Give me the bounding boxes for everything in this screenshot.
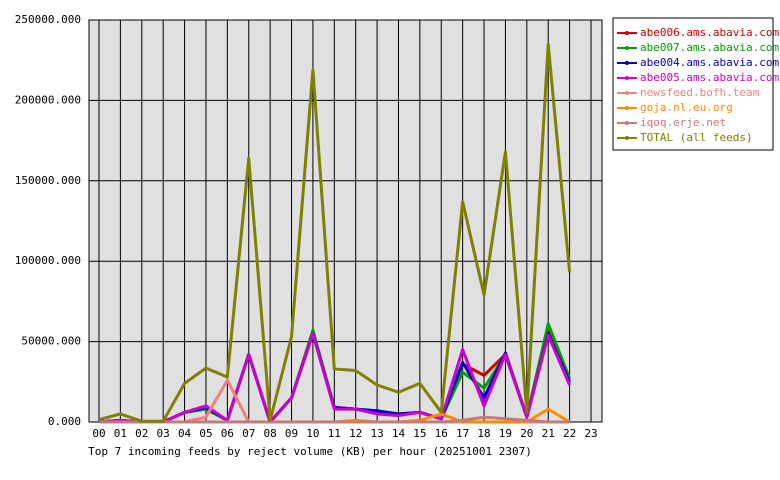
plot-area — [89, 20, 602, 422]
x-tick-label: 12 — [349, 427, 362, 440]
y-tick-label: 50000.000 — [21, 335, 81, 348]
series-line — [98, 42, 572, 423]
legend-label: abe007.ams.abavia.com — [640, 41, 779, 54]
x-tick-label: 07 — [242, 427, 255, 440]
legend-marker — [625, 31, 629, 35]
x-tick-label: 14 — [392, 427, 406, 440]
series-line — [99, 415, 570, 424]
legend-label: newsfeed.bofh.team — [640, 86, 760, 99]
legend-label: TOTAL (all feeds) — [640, 131, 753, 144]
legend-label: abe006.ams.abavia.com — [640, 26, 779, 39]
legend-marker — [625, 136, 629, 140]
legend-marker — [625, 76, 629, 80]
x-tick-label: 21 — [542, 427, 555, 440]
legend-marker — [625, 106, 629, 110]
x-tick-label: 15 — [413, 427, 426, 440]
legend-label: iqoq.erje.net — [640, 116, 726, 129]
x-tick-label: 08 — [264, 427, 277, 440]
x-tick-label: 16 — [435, 427, 448, 440]
legend-label: abe004.ams.abavia.com — [640, 56, 779, 69]
y-tick-label: 200000.000 — [15, 93, 81, 106]
x-tick-label: 10 — [306, 427, 319, 440]
x-tick-label: 04 — [178, 427, 192, 440]
y-tick-label: 100000.000 — [15, 254, 81, 267]
x-axis-title: Top 7 incoming feeds by reject volume (K… — [88, 445, 532, 458]
legend-label: abe005.ams.abavia.com — [640, 71, 779, 84]
legend-marker — [625, 121, 629, 125]
legend — [612, 17, 774, 151]
x-tick-label: 13 — [370, 427, 383, 440]
y-tick-label: 0.000 — [48, 415, 81, 428]
x-tick-label: 22 — [563, 427, 576, 440]
legend-marker — [625, 61, 629, 65]
x-tick-label: 18 — [477, 427, 490, 440]
x-tick-label: 20 — [520, 427, 533, 440]
x-tick-label: 06 — [221, 427, 234, 440]
y-tick-label: 150000.000 — [15, 174, 81, 187]
y-tick-label: 250000.000 — [15, 13, 81, 26]
legend-label: goja.nl.eu.org — [640, 101, 733, 114]
x-tick-label: 09 — [285, 427, 298, 440]
legend-marker — [625, 91, 629, 95]
x-tick-label: 23 — [584, 427, 597, 440]
x-tick-label: 02 — [135, 427, 148, 440]
x-tick-label: 11 — [328, 427, 341, 440]
x-tick-label: 01 — [114, 427, 127, 440]
x-tick-label: 03 — [157, 427, 170, 440]
series-line — [98, 332, 571, 424]
x-tick-label: 19 — [499, 427, 512, 440]
x-tick-label: 17 — [456, 427, 469, 440]
x-tick-label: 00 — [92, 427, 105, 440]
legend-marker — [625, 46, 629, 50]
x-tick-label: 05 — [199, 427, 212, 440]
